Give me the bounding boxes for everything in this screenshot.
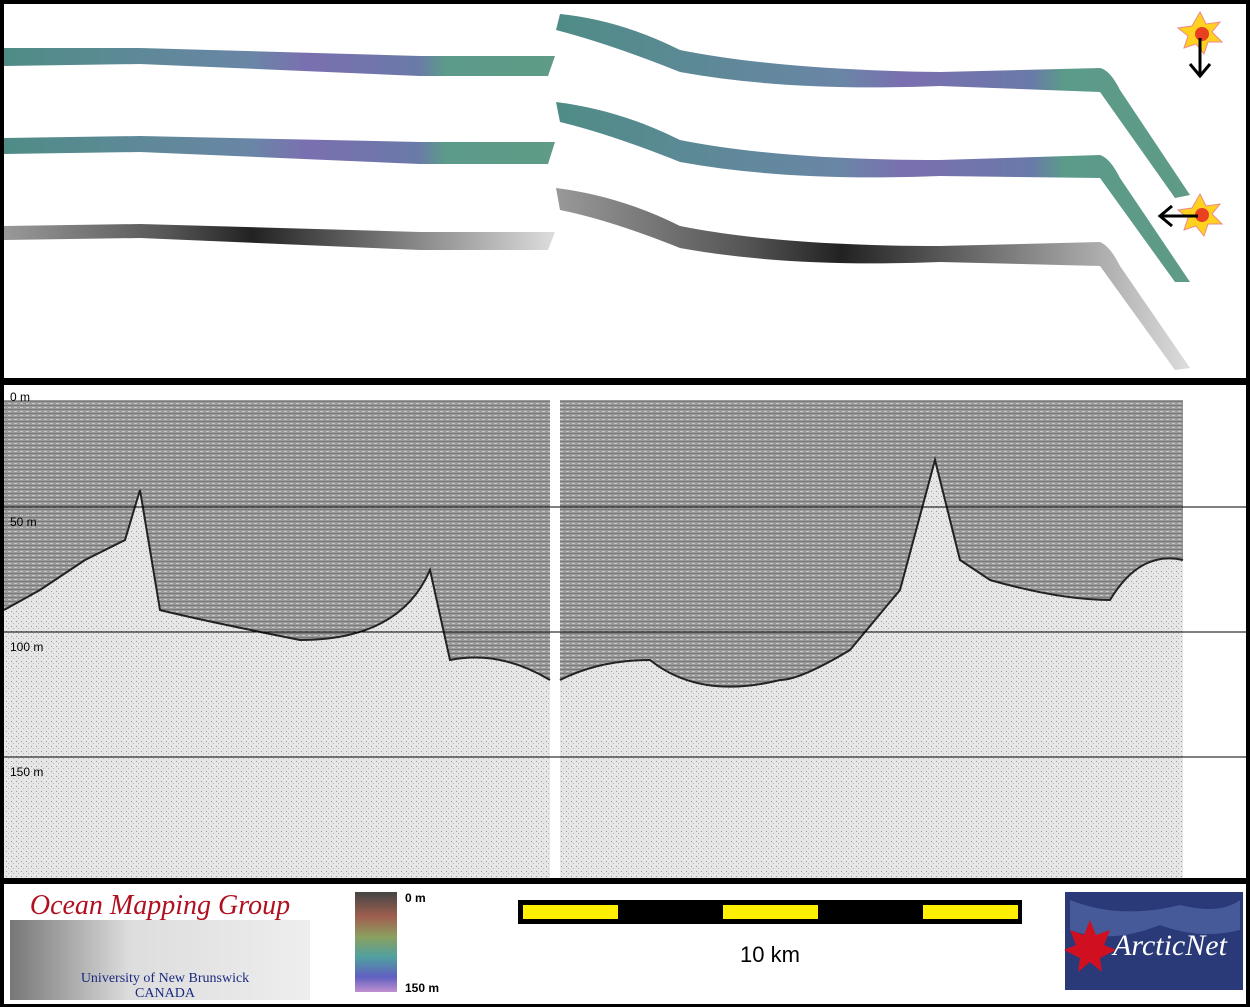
colorbar — [355, 892, 397, 992]
logo-country: CANADA — [135, 986, 196, 1001]
swaths — [4, 14, 1190, 370]
arcticnet-logo: ArcticNet — [1064, 892, 1243, 990]
depth-label: 50 m — [10, 515, 37, 529]
scale-bar — [518, 900, 1022, 924]
logo-title: Ocean Mapping Group — [30, 890, 290, 921]
scale-label: 10 km — [740, 942, 800, 967]
omg-logo: Ocean Mapping Group University of New Br… — [10, 890, 310, 1001]
depth-grid — [4, 506, 1246, 758]
profile-image — [3, 400, 1184, 878]
colorbar-top: 0 m — [405, 891, 426, 905]
sun-icons — [1157, 10, 1224, 238]
depth-label: 0 m — [10, 390, 30, 404]
depth-label: 150 m — [10, 765, 43, 779]
colorbar-bottom: 150 m — [405, 981, 439, 995]
depth-label: 100 m — [10, 640, 43, 654]
logo-subtitle: University of New Brunswick — [81, 971, 249, 986]
logo-right: ArcticNet — [1111, 929, 1228, 962]
